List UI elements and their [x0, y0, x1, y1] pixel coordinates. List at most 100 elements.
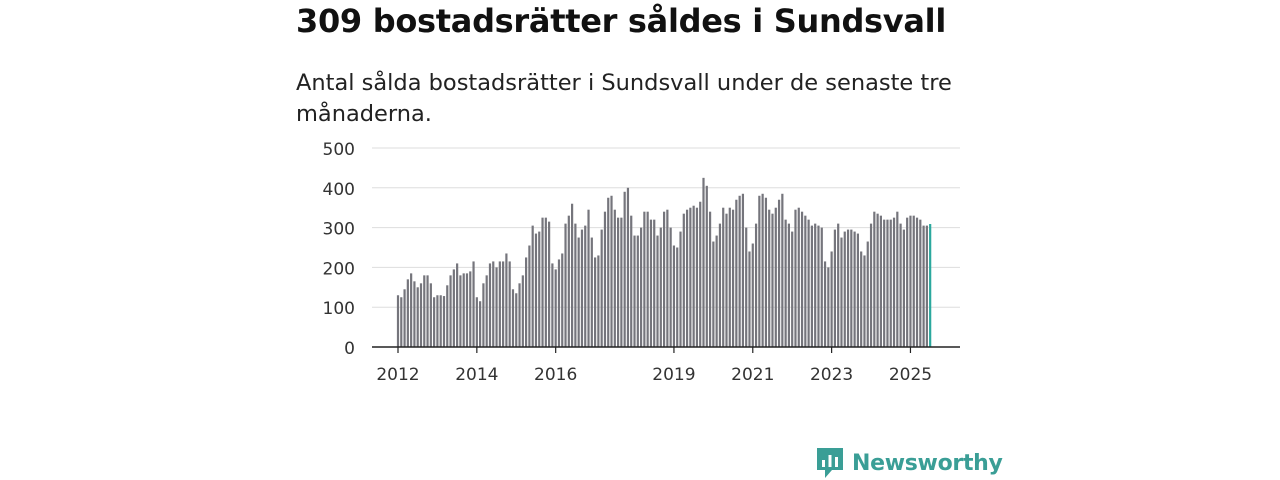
bar [557, 259, 561, 347]
bar [892, 217, 896, 347]
bar [511, 289, 515, 347]
bar [544, 217, 547, 347]
bar [771, 213, 774, 347]
bar [817, 225, 820, 347]
bar [758, 195, 761, 347]
bar [643, 211, 646, 347]
bar [630, 215, 633, 347]
bar [613, 209, 616, 347]
bar [452, 269, 455, 347]
bar [896, 211, 899, 347]
bar [662, 211, 666, 347]
bar [708, 211, 712, 347]
bar [426, 275, 429, 347]
bar [485, 275, 488, 347]
bar [685, 209, 689, 347]
bar [876, 213, 879, 347]
bar [830, 251, 833, 347]
bar [807, 219, 810, 347]
bar [725, 213, 728, 347]
bar [534, 233, 538, 347]
bar [669, 227, 672, 347]
bar [906, 217, 909, 347]
bar [521, 275, 524, 347]
bar [705, 185, 708, 347]
bar [735, 199, 738, 347]
bar [495, 267, 498, 347]
bar [695, 207, 699, 347]
bar [531, 225, 534, 347]
bar [889, 219, 892, 347]
bar [528, 245, 531, 347]
bar [827, 267, 830, 347]
bar [653, 219, 656, 347]
bar [436, 295, 439, 347]
bar [623, 191, 626, 347]
bar [672, 245, 676, 347]
bar [915, 217, 919, 347]
bar [594, 257, 597, 347]
bar [873, 211, 876, 347]
bar [518, 283, 521, 347]
bar [475, 297, 478, 347]
bar [636, 235, 639, 347]
bar [728, 207, 731, 347]
bar [659, 227, 662, 347]
bar [676, 247, 679, 347]
bar [492, 261, 495, 347]
bar [863, 255, 866, 347]
bar [774, 207, 777, 347]
bar [561, 253, 564, 347]
bar [731, 209, 735, 347]
bar [633, 235, 636, 347]
bar [472, 261, 475, 347]
bar [584, 225, 587, 347]
bar [469, 271, 472, 347]
bar [777, 199, 781, 347]
bar [465, 273, 469, 347]
bar [909, 215, 912, 347]
bar [699, 201, 702, 347]
bar [508, 261, 511, 347]
x-tick-label: 2021 [731, 365, 774, 385]
bar [922, 225, 925, 347]
bar [804, 215, 807, 347]
y-axis-labels: 0 100 200 300 400 500 [323, 140, 355, 359]
bar [429, 283, 432, 347]
bar [666, 209, 669, 347]
latest-value-label: 309 [921, 0, 952, 4]
y-tick-label: 300 [323, 220, 355, 240]
bar [919, 219, 922, 347]
bar [682, 213, 685, 347]
bar [410, 273, 413, 347]
bar [607, 197, 610, 347]
bar [548, 221, 551, 347]
bar [833, 229, 836, 347]
y-tick-label: 400 [323, 180, 355, 200]
x-tick-label: 2014 [455, 365, 498, 385]
y-tick-label: 200 [323, 259, 355, 279]
bars [396, 177, 932, 347]
bar [886, 219, 889, 347]
bar [580, 229, 584, 347]
chart-subtitle: Antal sålda bostadsrätter i Sundsvall un… [296, 70, 952, 127]
bar [800, 211, 804, 347]
bar [446, 285, 449, 347]
bar [433, 297, 436, 347]
brand-name: Newsworthy [852, 450, 1003, 476]
bar [459, 275, 462, 347]
chart-title: 309 bostadsrätter såldes i Sundsvall [296, 2, 946, 40]
bar [649, 219, 653, 347]
bar [784, 219, 787, 347]
bar [912, 215, 915, 347]
bar [689, 207, 692, 347]
bar [597, 255, 600, 347]
bar [400, 297, 403, 347]
bar [738, 195, 741, 347]
bar [883, 219, 886, 347]
newsworthy-logo-icon [817, 448, 843, 478]
bar [869, 223, 873, 347]
x-tick-label: 2012 [376, 365, 419, 385]
x-tick-label: 2025 [889, 365, 932, 385]
bar [462, 273, 465, 347]
